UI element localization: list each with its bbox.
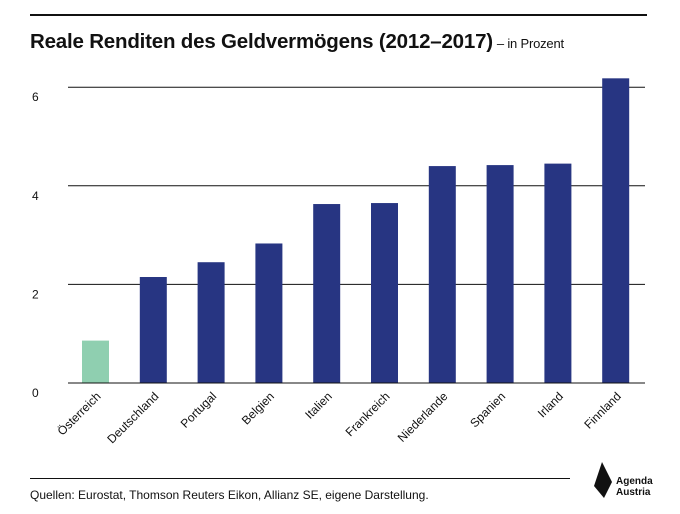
bottom-rule: [30, 478, 570, 479]
bar-5: [371, 203, 398, 383]
agenda-austria-logo: Agenda Austria: [594, 462, 653, 498]
bar-7: [486, 165, 514, 383]
logo-line1: Agenda: [616, 476, 653, 487]
bar-chart: 0 2 4 6 Österreich Deutschland Portugal Belgien…: [32, 78, 645, 446]
y-tick-label: 4: [32, 189, 39, 203]
bar-9: [602, 78, 630, 384]
title-text: Reale Renditen des Geldvermögens (2012–2…: [30, 30, 493, 53]
bar-8: [544, 163, 572, 383]
x-tick-label: Deutschland: [104, 389, 161, 446]
logo-line2: Austria: [616, 487, 651, 498]
bar-4: [313, 204, 341, 383]
x-tick-label: Irland: [535, 389, 566, 420]
logo-mark-icon: [594, 462, 612, 498]
x-tick-label: Frankreich: [343, 389, 393, 439]
chart-subtitle: – in Prozent: [496, 36, 564, 51]
source-note: Quellen: Eurostat, Thomson Reuters Eikon…: [30, 488, 429, 502]
x-tick-label: Spanien: [467, 389, 508, 430]
y-tick-label: 2: [32, 287, 39, 301]
x-tick-label: Niederlande: [395, 389, 451, 445]
x-tick-label: Finnland: [581, 389, 623, 431]
bar-6: [428, 166, 456, 383]
bar-1: [139, 277, 167, 383]
x-tick-label: Belgien: [239, 389, 277, 427]
y-tick-label: 6: [32, 90, 39, 104]
chart-title: Reale Renditen des Geldvermögens (2012–2…: [30, 30, 564, 54]
bar-0: [82, 340, 109, 383]
bar-2: [197, 262, 225, 383]
y-tick-label: 0: [32, 386, 39, 400]
x-tick-label: Italien: [302, 389, 335, 422]
top-rule: [30, 14, 647, 16]
x-tick-label: Österreich: [55, 389, 104, 438]
x-tick-label: Portugal: [178, 389, 220, 431]
bar-3: [255, 243, 283, 383]
